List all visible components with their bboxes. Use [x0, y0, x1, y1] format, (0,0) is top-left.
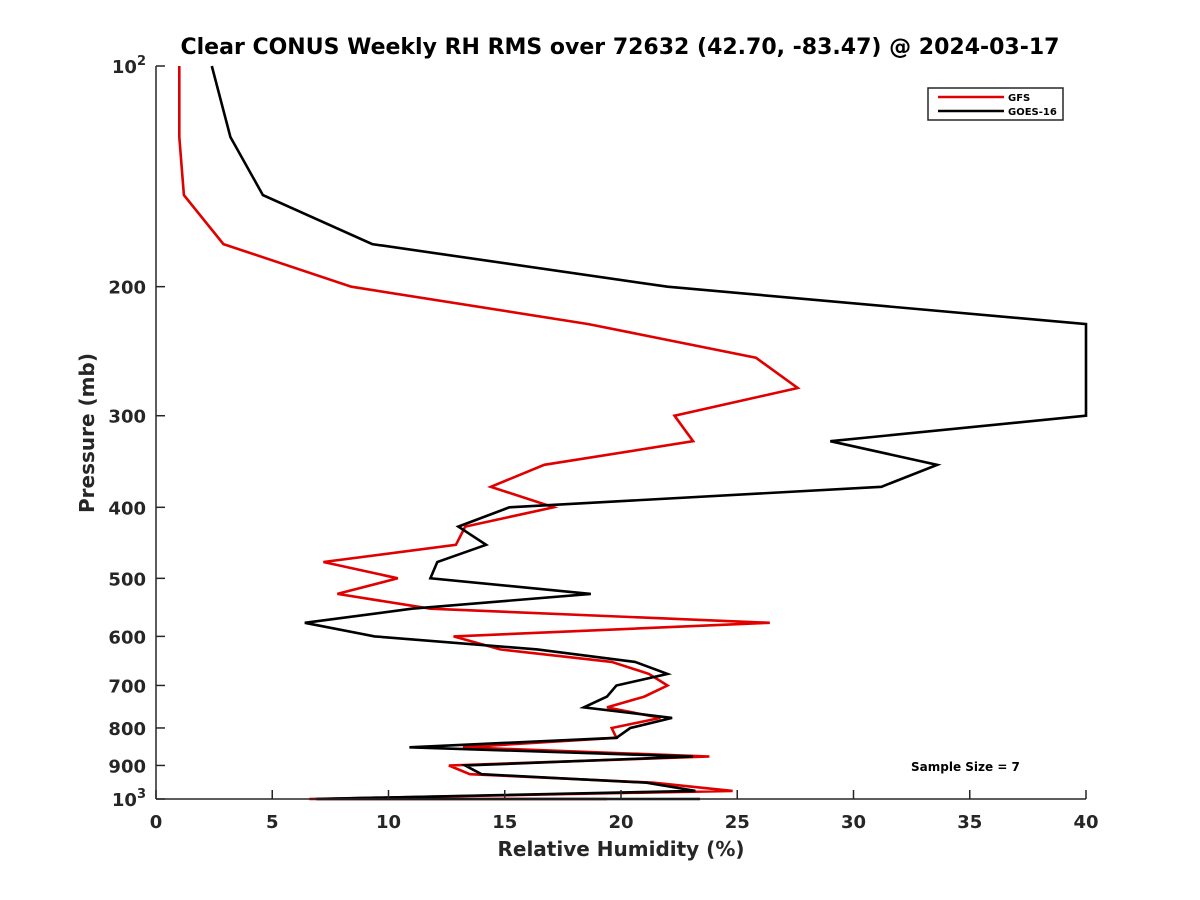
plot-area-frame	[156, 66, 1086, 799]
legend: GFS GOES-16	[927, 87, 1064, 121]
plot-series	[178, 65, 1088, 801]
x-axis-label: Relative Humidity (%)	[497, 837, 744, 861]
y-axis-label: Pressure (mb)	[75, 353, 99, 513]
y-tick-label: 700	[108, 676, 146, 697]
x-tick-label: 15	[492, 812, 517, 833]
chart-title: Clear CONUS Weekly RH RMS over 72632 (42…	[181, 35, 1060, 60]
y-tick-label: 600	[108, 627, 146, 648]
x-tick-label: 35	[957, 812, 982, 833]
y-tick-label: 500	[108, 569, 146, 590]
y-tick-label: 102	[112, 54, 146, 78]
y-tick-label: 200	[108, 278, 146, 299]
series-line-gfs	[178, 66, 801, 801]
y-tick-label: 900	[108, 756, 146, 777]
legend-label-goes16: GOES-16	[1008, 107, 1057, 118]
x-tick-label: 5	[266, 812, 279, 833]
y-tick-label: 400	[108, 498, 146, 519]
x-tick-label: 20	[608, 812, 633, 833]
series-line-goes-16	[210, 65, 1088, 801]
legend-label-gfs: GFS	[1008, 93, 1030, 104]
x-axis-ticks: 0 5 10 15 20 25 30 35 40	[150, 790, 1099, 833]
y-tick-label: 103	[112, 787, 146, 811]
x-tick-label: 10	[376, 812, 401, 833]
y-tick-label: 800	[108, 719, 146, 740]
legend-box	[927, 87, 1064, 121]
x-tick-label: 30	[841, 812, 866, 833]
x-tick-label: 40	[1073, 812, 1098, 833]
sample-size-annotation: Sample Size = 7	[911, 760, 1020, 774]
y-axis-ticks: 102 200 300 400 500 600 700 800 900 103	[108, 54, 165, 811]
y-tick-label: 300	[108, 407, 146, 428]
x-tick-label: 0	[150, 812, 163, 833]
x-tick-label: 25	[725, 812, 750, 833]
